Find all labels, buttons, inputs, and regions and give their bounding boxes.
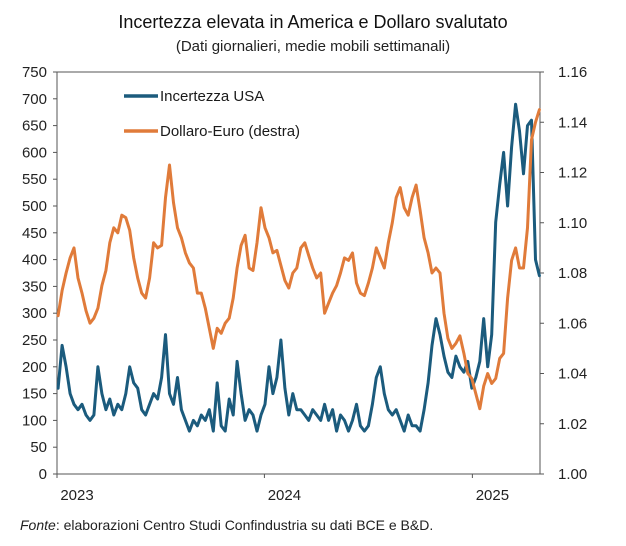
- y-left-tick-label: 750: [22, 64, 47, 81]
- y-left-tick-label: 450: [22, 225, 47, 242]
- y-left-tick-label: 200: [22, 359, 47, 376]
- y-right-tick-label: 1.04: [558, 366, 587, 383]
- chart-series: [56, 102, 541, 433]
- y-left-tick-label: 550: [22, 171, 47, 188]
- y-left-tick-label: 650: [22, 118, 47, 135]
- chart-subtitle: (Dati giornalieri, medie mobili settiman…: [175, 38, 451, 55]
- series-line-dollaro-euro: [56, 108, 541, 411]
- y-left-tick-label: 50: [30, 439, 47, 456]
- y-left-tick-label: 250: [22, 332, 47, 349]
- chart-axes: 0 50 100 150 200 250 300 350 400 450 500 550 600 650 7…: [22, 64, 587, 504]
- y-left-tick-label: 600: [22, 144, 47, 161]
- source-note: Fonte: elaborazioni Centro Studi Confind…: [20, 517, 433, 533]
- y-right-tick-label: 1.08: [558, 265, 587, 282]
- y-right-tick-label: 1.10: [558, 215, 587, 232]
- x-tick-label: 2023: [60, 487, 93, 504]
- y-left-tick-label: 300: [22, 305, 47, 322]
- y-right-tick-label: 1.12: [558, 165, 587, 182]
- y-right-tick-label: 1.14: [558, 114, 587, 131]
- source-text: : elaborazioni Centro Studi Confindustri…: [55, 517, 434, 533]
- legend-label: Dollaro-Euro (destra): [160, 123, 300, 140]
- y-right-tick-label: 1.02: [558, 416, 587, 433]
- source-label: Fonte: [20, 517, 56, 533]
- y-left-tick-label: 100: [22, 412, 47, 429]
- chart-title: Incertezza elevata in America e Dollaro …: [118, 12, 508, 32]
- y-left-tick-label: 700: [22, 91, 47, 108]
- legend-label: Incertezza USA: [160, 88, 264, 105]
- y-left-tick-label: 400: [22, 252, 47, 269]
- y-left-tick-label: 500: [22, 198, 47, 215]
- chart-legend: Incertezza USA Dollaro-Euro (destra): [124, 88, 300, 140]
- y-right-tick-label: 1.16: [558, 64, 587, 81]
- y-right-tick-label: 1.06: [558, 315, 587, 332]
- y-left-tick-label: 0: [39, 466, 47, 483]
- y-left-tick-label: 350: [22, 278, 47, 295]
- y-right-tick-label: 1.00: [558, 466, 587, 483]
- y-left-tick-label: 150: [22, 386, 47, 403]
- x-tick-label: 2025: [476, 487, 509, 504]
- series-line-incertezza-usa: [56, 102, 541, 433]
- x-tick-label: 2024: [268, 487, 301, 504]
